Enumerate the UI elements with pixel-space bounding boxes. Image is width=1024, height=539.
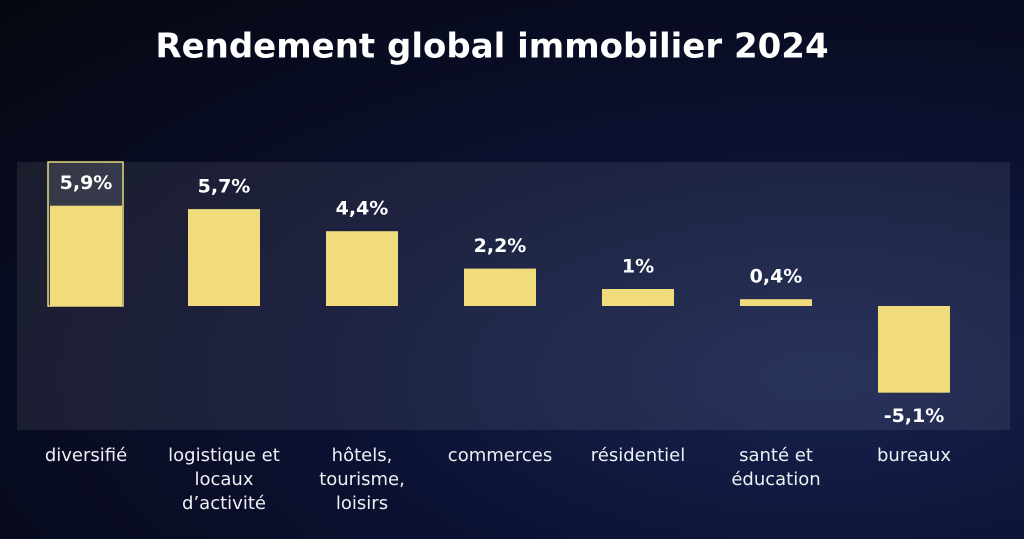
category-label: commerces <box>447 445 553 466</box>
chart-title: Rendement global immobilier 2024 <box>155 27 828 67</box>
category-label: hôtels, tourisme, loisirs <box>319 445 405 514</box>
value-label: 0,4% <box>750 266 803 288</box>
value-label: 1% <box>622 256 654 278</box>
value-label: 2,2% <box>474 235 527 257</box>
category-label: résidentiel <box>590 445 686 466</box>
value-label: -5,1% <box>884 405 945 427</box>
bar <box>464 268 536 306</box>
value-label: 5,7% <box>198 176 251 198</box>
value-label: 5,9% <box>60 172 113 194</box>
category-label: bureaux <box>876 445 951 466</box>
category-label: diversifié <box>44 445 128 466</box>
bar <box>50 205 122 306</box>
bar <box>188 209 260 306</box>
category-label: santé et éducation <box>731 445 821 490</box>
bar <box>602 289 674 306</box>
value-label: 4,4% <box>336 198 389 220</box>
bar <box>740 299 812 306</box>
bar <box>878 306 950 393</box>
bar <box>326 231 398 306</box>
category-label: logistique et locaux d’activité <box>168 445 280 514</box>
